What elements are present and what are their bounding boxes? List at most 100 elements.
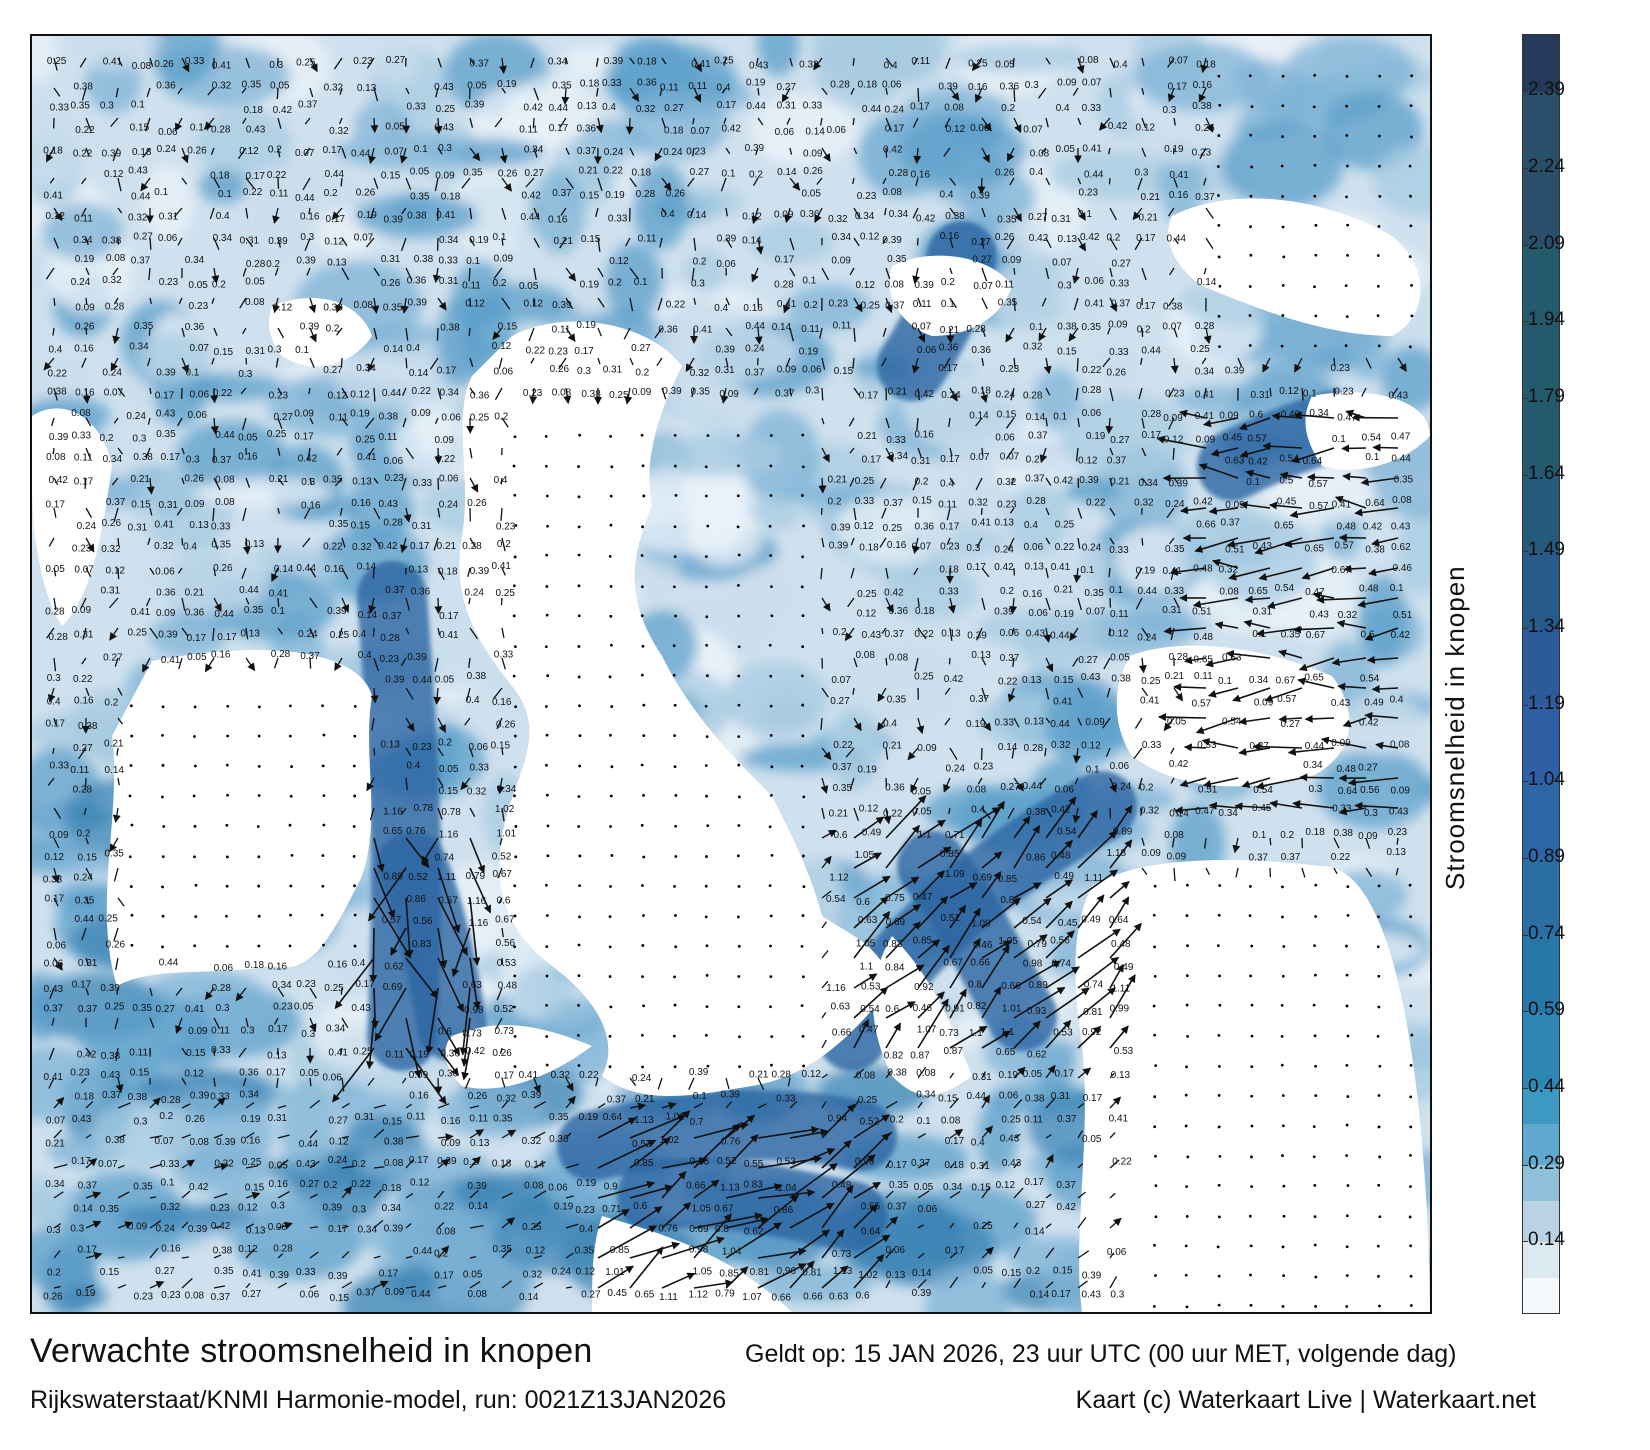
calm-dot xyxy=(545,1063,549,1067)
speed-label: 0.17 xyxy=(888,1160,908,1171)
current-arrow xyxy=(981,447,984,456)
speed-label: 0.54 xyxy=(1022,916,1042,927)
speed-label: 0.18 xyxy=(210,170,230,181)
current-arrow xyxy=(1013,1161,1020,1169)
speed-label: 0.1 xyxy=(154,187,168,198)
current-arrow xyxy=(273,657,279,669)
speed-label: 0.21 xyxy=(1139,213,1159,224)
speed-label: 0.17 xyxy=(966,562,986,573)
speed-label: 0.39 xyxy=(268,236,288,247)
map-panel[interactable]: 0.25 0.33 0.18 0.41 0.12 0.4 0.22 0.38 0.39 0.08 0… xyxy=(30,34,1432,1314)
current-arrow xyxy=(1045,717,1051,724)
calm-dot xyxy=(769,554,773,557)
speed-label: 0.83 xyxy=(412,939,432,950)
current-arrow xyxy=(819,117,823,126)
speed-label: 0.57 xyxy=(1277,694,1297,705)
current-arrow xyxy=(469,57,475,66)
speed-label: 0.19 xyxy=(799,347,819,358)
calm-dot xyxy=(1249,1244,1253,1248)
calm-dot xyxy=(257,855,261,859)
current-arrow xyxy=(721,87,727,94)
speed-label: 0.1 xyxy=(1078,209,1092,220)
current-arrow xyxy=(52,747,55,755)
current-arrow xyxy=(1212,558,1239,569)
current-arrow xyxy=(277,507,280,515)
speed-label: 0.62 xyxy=(1027,1050,1047,1061)
calm-dot xyxy=(160,795,164,799)
current-arrow xyxy=(245,1248,255,1259)
speed-label: 0.11 xyxy=(938,499,957,510)
speed-label: 0.32 xyxy=(1051,740,1071,751)
current-arrow xyxy=(401,807,407,815)
speed-label: 0.11 xyxy=(211,1025,230,1036)
water-patch xyxy=(387,1266,441,1297)
current-arrow xyxy=(629,1184,674,1199)
current-speed-map[interactable]: 0.250.330.180.410.120.40.220.380.390.080… xyxy=(32,36,1430,1312)
current-arrow xyxy=(974,87,983,103)
current-arrow xyxy=(501,627,505,638)
speed-label: 0.08 xyxy=(1164,830,1184,841)
current-arrow xyxy=(340,177,343,187)
current-arrow xyxy=(1038,327,1047,342)
speed-label: 0.1 xyxy=(1218,676,1232,687)
current-arrow xyxy=(597,327,602,337)
speed-label: 0.3 xyxy=(70,1224,84,1235)
current-arrow xyxy=(405,447,414,460)
speed-label: 0.09 xyxy=(409,1070,429,1081)
speed-label: 0.92 xyxy=(1082,1027,1102,1038)
speed-label: 0.32 xyxy=(523,1270,543,1281)
current-arrow xyxy=(437,777,444,788)
speed-label: 0.08 xyxy=(970,123,990,134)
current-arrow xyxy=(140,177,151,192)
current-arrow xyxy=(400,537,408,554)
speed-label: 0.17 xyxy=(1142,430,1162,441)
speed-label: 0.41 xyxy=(436,210,456,221)
speed-label: 0.69 xyxy=(886,917,906,928)
speed-label: 0.34 xyxy=(103,454,123,465)
speed-label: 0.35 xyxy=(889,1180,909,1191)
calm-dot xyxy=(577,465,580,468)
current-arrow xyxy=(528,327,535,342)
speed-label: 0.24 xyxy=(102,368,122,379)
colorbar-tick-label: 2.09 xyxy=(1528,232,1565,254)
current-arrow xyxy=(1192,597,1239,609)
speed-label: 0.79 xyxy=(1027,939,1047,950)
speed-label: 0.21 xyxy=(104,739,124,750)
current-arrow xyxy=(1141,267,1147,281)
current-arrow xyxy=(241,417,247,431)
speed-label: 0.17 xyxy=(409,1155,429,1166)
current-arrow xyxy=(493,687,503,699)
current-arrow xyxy=(53,897,59,907)
current-arrow xyxy=(181,537,184,546)
speed-label: 0.38 xyxy=(1111,673,1131,684)
speed-label: 0.21 xyxy=(185,588,205,599)
current-arrow xyxy=(367,357,375,373)
speed-label: 0.3 xyxy=(47,673,61,684)
current-arrow xyxy=(783,297,791,314)
current-arrow xyxy=(1157,713,1207,722)
speed-label: 0.1 xyxy=(634,277,648,288)
speed-label: 0.27 xyxy=(690,167,710,178)
current-arrow xyxy=(437,867,461,934)
speed-label: 0.17 xyxy=(266,1068,286,1079)
calm-dot xyxy=(1282,1214,1286,1218)
current-arrow xyxy=(853,1132,890,1169)
current-arrow xyxy=(501,177,512,192)
current-arrow xyxy=(469,1156,481,1169)
speed-label: 0.06 xyxy=(300,1290,320,1301)
current-arrow xyxy=(949,818,983,869)
current-arrow xyxy=(276,87,279,100)
speed-label: 0.31 xyxy=(715,365,735,376)
speed-label: 1.13 xyxy=(720,1182,740,1193)
current-arrow xyxy=(1396,837,1399,845)
current-arrow xyxy=(276,1077,279,1089)
current-arrow xyxy=(1156,435,1207,449)
speed-label: 0.38 xyxy=(581,389,601,400)
speed-label: 0.35 xyxy=(1394,475,1414,486)
speed-label: 0.17 xyxy=(45,500,65,511)
speed-label: 0.27 xyxy=(155,1004,175,1015)
speed-label: 0.08 xyxy=(944,102,964,113)
current-arrow xyxy=(661,1202,692,1229)
speed-label: 0.2 xyxy=(1026,1266,1040,1277)
speed-label: 1.04 xyxy=(777,1183,797,1194)
